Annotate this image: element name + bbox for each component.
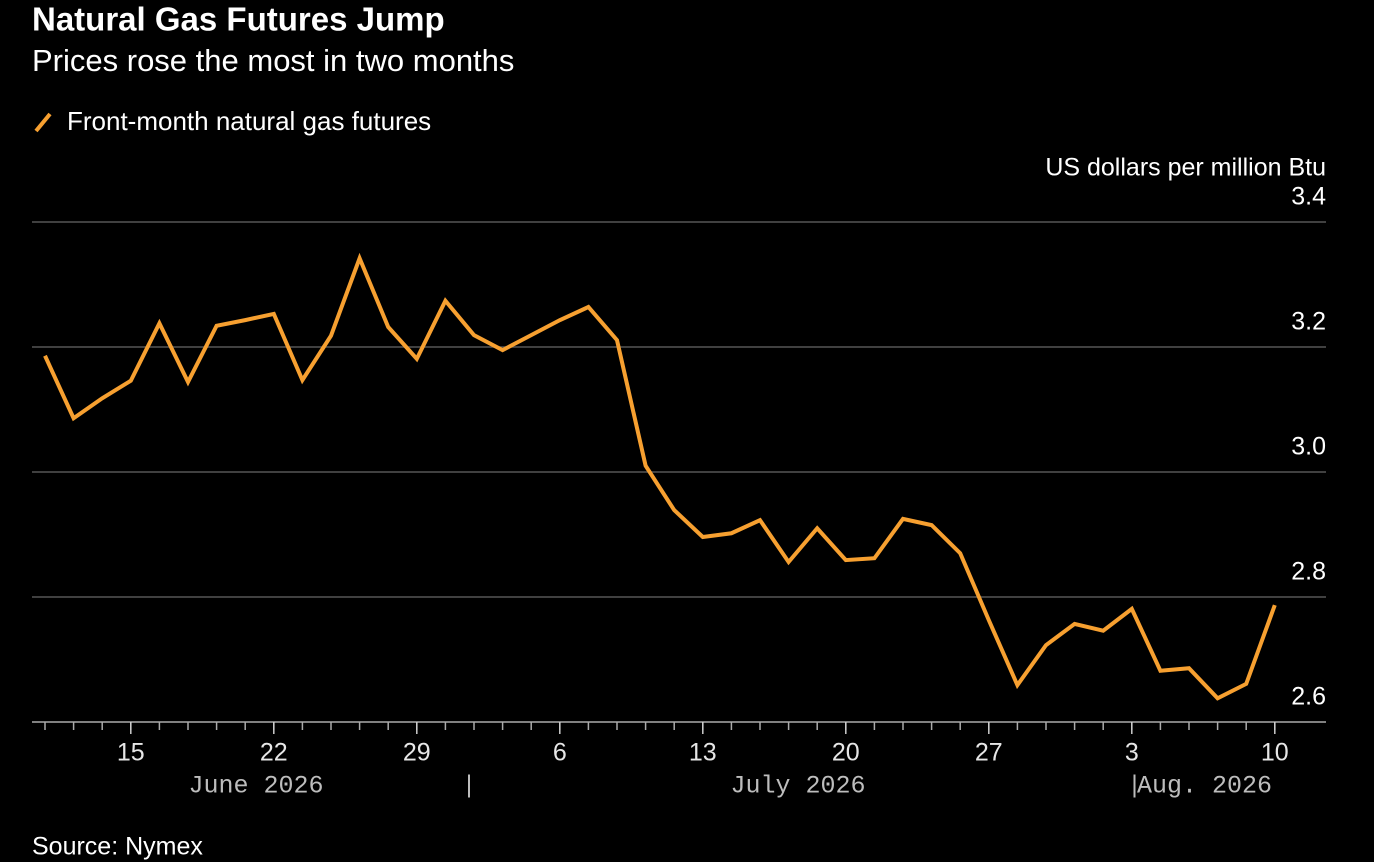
x-tick-label: 22 (260, 739, 288, 767)
month-separator: | (1127, 772, 1142, 801)
y-tick-label: 3.2 (1291, 308, 1326, 336)
source: Source: Nymex (32, 833, 203, 861)
chart-subtitle: Prices rose the most in two months (32, 43, 514, 78)
y-tick-label: 3.0 (1291, 433, 1326, 461)
month-separator: | (461, 772, 476, 801)
x-tick-label: 10 (1261, 739, 1289, 767)
y-axis-label: US dollars per million Btu (1045, 154, 1326, 182)
month-label: Aug. 2026 (1137, 772, 1272, 801)
x-tick-label: 29 (403, 739, 431, 767)
month-label: June 2026 (188, 772, 323, 801)
x-tick-label: 6 (553, 739, 567, 767)
legend-label: Front-month natural gas futures (67, 106, 431, 136)
y-tick-label: 2.6 (1291, 683, 1326, 711)
chart-title: Natural Gas Futures Jump (32, 1, 445, 38)
x-tick-label: 15 (117, 739, 145, 767)
y-tick-label: 3.4 (1291, 183, 1326, 211)
x-tick-label: 27 (975, 739, 1003, 767)
month-label: July 2026 (730, 772, 865, 801)
y-tick-label: 2.8 (1291, 558, 1326, 586)
x-tick-label: 20 (832, 739, 860, 767)
legend-swatch (34, 112, 52, 133)
x-tick-label: 3 (1125, 739, 1139, 767)
data-line (43, 252, 1277, 701)
x-tick-label: 13 (689, 739, 717, 767)
